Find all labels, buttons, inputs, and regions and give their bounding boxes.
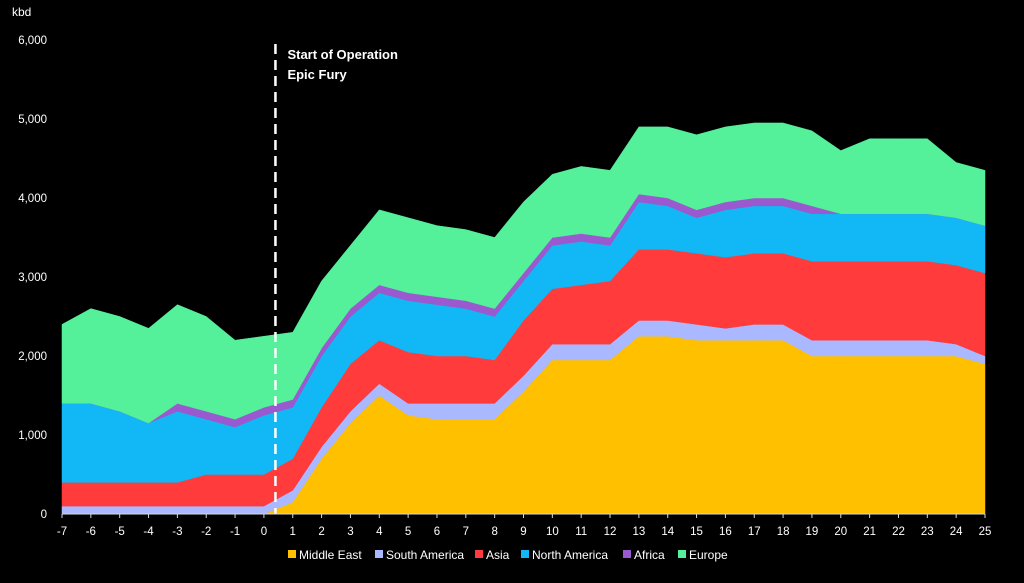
x-tick-label: 3 <box>347 526 353 538</box>
x-tick-label: 21 <box>863 526 876 538</box>
x-tick-label: 20 <box>834 526 847 538</box>
x-tick-label: -3 <box>172 526 182 538</box>
x-tick-label: 5 <box>405 526 411 538</box>
y-axis-unit-label: kbd <box>12 5 31 19</box>
legend-label: Africa <box>634 548 665 562</box>
x-tick-label: -5 <box>115 526 125 538</box>
area-europe <box>61 122 986 424</box>
y-tick-label: 5,000 <box>18 114 47 126</box>
x-tick-label: 7 <box>463 526 469 538</box>
x-tick-label: 23 <box>921 526 934 538</box>
legend-swatch <box>375 550 383 558</box>
x-tick-label: 19 <box>806 526 819 538</box>
x-tick-label: 12 <box>604 526 617 538</box>
x-tick-label: 1 <box>290 526 296 538</box>
y-tick-label: 3,000 <box>18 272 47 284</box>
x-tick-label: 17 <box>748 526 761 538</box>
y-tick-label: 2,000 <box>18 351 47 363</box>
x-tick-label: 11 <box>575 526 587 538</box>
x-tick-label: 25 <box>979 526 992 538</box>
y-tick-label: 1,000 <box>18 430 47 442</box>
x-tick-label: 8 <box>491 526 497 538</box>
x-tick-label: 2 <box>318 526 324 538</box>
x-tick-label: 6 <box>434 526 440 538</box>
legend-label: South America <box>386 548 464 562</box>
y-tick-label: 6,000 <box>18 35 47 47</box>
x-tick-label: -6 <box>86 526 96 538</box>
x-tick-label: -2 <box>201 526 211 538</box>
x-tick-label: 14 <box>661 526 674 538</box>
y-tick-label: 0 <box>41 509 47 521</box>
x-tick-label: 24 <box>950 526 963 538</box>
x-tick-label: -4 <box>143 526 154 538</box>
legend-swatch <box>678 550 686 558</box>
x-tick-label: 0 <box>261 526 267 538</box>
x-tick-label: 16 <box>719 526 732 538</box>
legend-swatch <box>623 550 631 558</box>
legend-label: Asia <box>486 548 510 562</box>
x-tick-label: 22 <box>892 526 905 538</box>
x-axis: -7 -6 -5 -4 -3 -2 -1 0 1 2 3 4 5 6 7 8 9 10 11 12 13 14 15 16 17… <box>57 513 992 538</box>
y-axis: 0 1,000 2,000 3,000 4,000 5,000 6,000 <box>18 35 47 521</box>
y-tick-label: 4,000 <box>18 193 47 205</box>
operation-start-marker: Start of Operation Epic Fury <box>274 44 398 514</box>
legend: Middle East South America Asia North Americ… <box>288 548 728 562</box>
area-series-group <box>61 122 986 515</box>
x-tick-label: 4 <box>376 526 383 538</box>
legend-swatch <box>288 550 296 558</box>
marker-annotation-line: Epic Fury <box>287 67 347 82</box>
x-tick-label: -1 <box>230 526 240 538</box>
x-tick-label: 15 <box>690 526 703 538</box>
x-tick-label: 9 <box>520 526 526 538</box>
legend-swatch <box>475 550 483 558</box>
x-tick-label: 18 <box>777 526 790 538</box>
legend-label: North America <box>532 548 608 562</box>
legend-label: Europe <box>689 548 728 562</box>
x-tick-label: 10 <box>546 526 559 538</box>
marker-annotation-line: Start of Operation <box>287 47 398 62</box>
x-tick-label: -7 <box>57 526 67 538</box>
x-tick-label: 13 <box>632 526 645 538</box>
legend-label: Middle East <box>299 548 362 562</box>
legend-swatch <box>521 550 529 558</box>
